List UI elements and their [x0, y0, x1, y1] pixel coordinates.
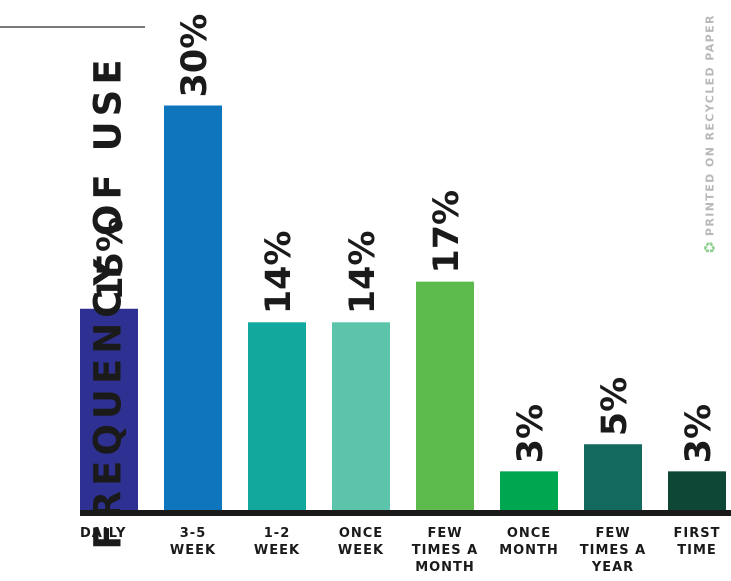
bar-5 — [416, 281, 474, 512]
tick-label-4: ONCE WEEK — [338, 526, 384, 558]
recycled-paper-text: PRINTED ON RECYCLED PAPER — [703, 14, 717, 237]
bar-1 — [80, 308, 138, 512]
tick-label-3: 1-2 WEEK — [254, 526, 300, 558]
data-label-7: 5% — [595, 377, 635, 436]
bar-2 — [164, 105, 222, 512]
tick-label-8: FIRST TIME — [674, 526, 721, 558]
data-label-2: 30% — [175, 14, 215, 98]
data-label-1: 15% — [91, 217, 131, 301]
data-label-3: 14% — [259, 231, 299, 315]
bar-6 — [500, 471, 558, 512]
bar-3 — [248, 322, 306, 512]
data-label-5: 17% — [427, 190, 467, 274]
tick-label-2: 3-5 WEEK — [170, 526, 216, 558]
data-label-4: 14% — [343, 231, 383, 315]
top-divider — [0, 26, 145, 28]
tick-label-7: FEW TIMES A YEAR — [580, 526, 646, 575]
tick-label-6: ONCE MONTH — [499, 526, 559, 558]
bar-4 — [332, 322, 390, 512]
x-axis-baseline — [80, 510, 731, 516]
y-axis-title: FREQUENCY OF USE — [86, 54, 130, 550]
bar-7 — [584, 444, 642, 512]
tick-label-1: DAILY — [80, 526, 126, 541]
data-label-6: 3% — [511, 404, 551, 463]
data-label-8: 3% — [679, 404, 719, 463]
tick-label-5: FEW TIMES A MONTH — [412, 526, 478, 575]
bar-8 — [668, 471, 726, 512]
recycle-icon: ♻ — [702, 239, 718, 257]
recycled-paper-note: ♻ PRINTED ON RECYCLED PAPER — [702, 14, 718, 257]
